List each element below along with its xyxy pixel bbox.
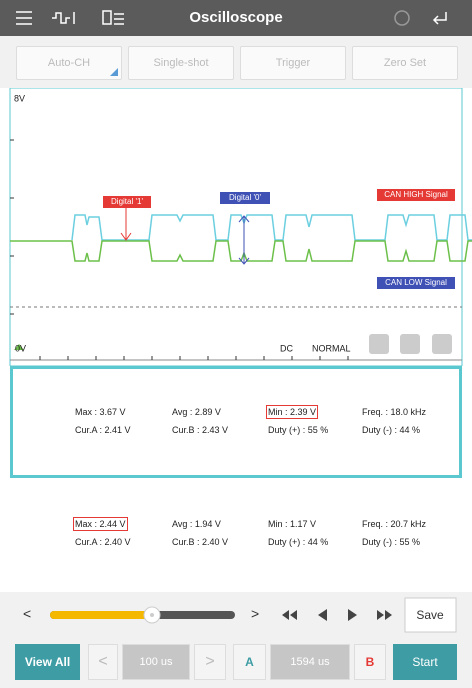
auto-ch-button[interactable]: Auto-CH — [16, 46, 122, 80]
control-row: < > Save — [0, 592, 472, 640]
measurement: Cur.B : 2.40 V — [172, 537, 229, 547]
measurement: Max : 3.67 V — [75, 407, 126, 417]
mode-label: NORMAL — [312, 343, 351, 353]
y-top-label: 8V — [14, 93, 25, 103]
next-time-button[interactable]: > — [194, 644, 226, 680]
measurement: Cur.A : 2.40 V — [75, 537, 131, 547]
measurement: Min : 1.17 V — [268, 519, 317, 529]
trigger-button[interactable]: Trigger — [240, 46, 346, 80]
time-b: 1594 us — [270, 644, 350, 680]
zero-set-button[interactable]: Zero Set — [352, 46, 458, 80]
measurement: Freq. : 20.7 kHz — [362, 519, 427, 529]
auto-ch-corner — [110, 68, 118, 76]
measurement: Duty (-) : 44 % — [362, 425, 421, 435]
header-bar — [0, 0, 472, 36]
coupling-label: DC — [280, 343, 293, 353]
title: Oscilloscope — [189, 9, 283, 26]
cursor-b-button[interactable]: B — [354, 644, 386, 680]
prev-time-button[interactable]: < — [88, 644, 118, 680]
measurement: Avg : 1.94 V — [172, 519, 221, 529]
header-icons — [16, 10, 447, 26]
time-a: 100 us — [122, 644, 190, 680]
annotation-label: CAN HIGH Signal — [384, 190, 448, 199]
measurement: Max : 2.44 V — [73, 517, 128, 531]
measurement: Duty (-) : 55 % — [362, 537, 421, 547]
measurement: Cur.B : 2.43 V — [172, 425, 229, 435]
annotation-label: Digital '1' — [111, 197, 143, 206]
cursor-a-button[interactable]: A — [233, 644, 266, 680]
measurement: Duty (+) : 44 % — [268, 537, 329, 547]
channel-panel — [10, 482, 462, 590]
next-button[interactable]: > — [251, 606, 259, 622]
single-shot-button[interactable]: Single-shot — [128, 46, 234, 80]
measurement: Freq. : 18.0 kHz — [362, 407, 427, 417]
measurement: Min : 2.39 V — [265, 405, 319, 419]
scope: Digital '1' Digital '0' CAN HIGH Signal … — [9, 88, 472, 366]
prev-button[interactable]: < — [23, 606, 31, 622]
y-zero-label: 0V — [15, 343, 26, 353]
annotation-label: CAN LOW Signal — [385, 278, 447, 287]
start-button[interactable]: Start — [393, 644, 457, 680]
save-button[interactable]: Save — [416, 608, 444, 622]
view-all-button[interactable]: View All — [15, 644, 80, 680]
measurement: Cur.A : 2.41 V — [75, 425, 131, 435]
measurement: Avg : 2.89 V — [172, 407, 221, 417]
measurement: Duty (+) : 55 % — [268, 425, 329, 435]
annotation-label: Digital '0' — [229, 193, 261, 202]
channel-panel — [10, 366, 462, 478]
